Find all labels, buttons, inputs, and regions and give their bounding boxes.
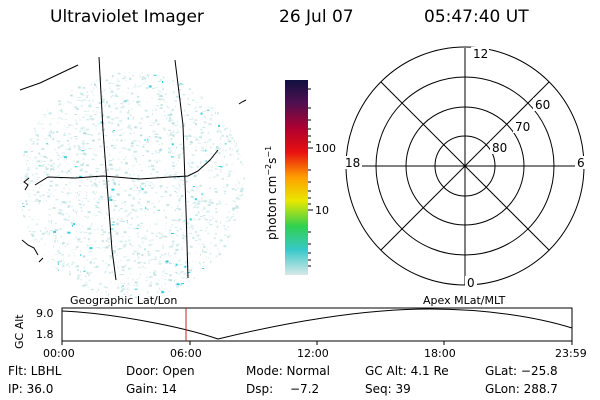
header-time: 05:47:40 UT — [424, 7, 529, 27]
colorbar-unit-label: photon cm−2s−1 — [264, 146, 279, 240]
status-seq: Seq: 39 — [365, 382, 411, 396]
timeline-tick-1800: 18:00 — [424, 347, 456, 360]
status-dsp-value: −7.2 — [290, 382, 320, 396]
status-gain: Gain: 14 — [126, 382, 177, 396]
polar-mlat-mlt-plot: 12 0 18 6 60 70 80 — [344, 46, 587, 290]
timeline-tick-1200: 12:00 — [297, 347, 329, 360]
altitude-curve — [61, 308, 573, 340]
status-gc-alt: GC Alt: 4.1 Re — [365, 364, 449, 378]
timeline-left-caption: Geographic Lat/Lon — [70, 294, 178, 307]
status-glon: GLon: 288.7 — [485, 382, 558, 396]
polar-diagonal-2 — [380, 81, 550, 251]
timeline-right-caption: Apex MLat/MLT — [423, 294, 506, 307]
timeline-tick-2359: 23:59 — [555, 347, 587, 360]
timeline-tick-0600: 06:00 — [170, 347, 202, 360]
colorbar-tick-10: 10 — [315, 204, 329, 217]
header-date: 26 Jul 07 — [279, 7, 354, 27]
svg-text:photon cm−2s−1: photon cm−2s−1 — [264, 146, 279, 240]
timeline-y-axis-label: GC Alt — [13, 314, 26, 349]
status-mode: Mode: Normal — [246, 364, 330, 378]
geographic-grid — [19, 56, 247, 281]
polar-label-top: 12 — [473, 47, 488, 61]
polar-label-right: 6 — [577, 156, 585, 170]
status-door: Door: Open — [126, 364, 195, 378]
colorbar-ticks: 100 10 — [308, 88, 336, 267]
status-glat: GLat: −25.8 — [485, 364, 558, 378]
polar-ring-label-60: 60 — [535, 98, 550, 112]
polar-label-left: 18 — [345, 156, 360, 170]
status-dsp-label: Dsp: — [246, 382, 274, 396]
timeline-tick-0000: 00:00 — [43, 347, 75, 360]
timeline-y-min: 1.8 — [36, 328, 54, 341]
emission-speckle — [20, 72, 245, 298]
timeline-y-max: 9.0 — [36, 307, 54, 320]
colorbar — [285, 80, 308, 275]
app-title: Ultraviolet Imager — [50, 7, 204, 27]
status-filter: Flt: LBHL — [8, 364, 62, 378]
polar-label-bottom: 0 — [467, 276, 475, 290]
altitude-timeline: GC Alt 9.0 1.8 00:00 06:00 12:00 18:00 2… — [13, 307, 587, 360]
polar-ring-label-70: 70 — [515, 120, 530, 134]
status-ip: IP: 36.0 — [8, 382, 54, 396]
colorbar-tick-100: 100 — [315, 142, 336, 155]
uv-image-panel — [19, 56, 247, 298]
polar-ring-label-80: 80 — [492, 141, 507, 155]
